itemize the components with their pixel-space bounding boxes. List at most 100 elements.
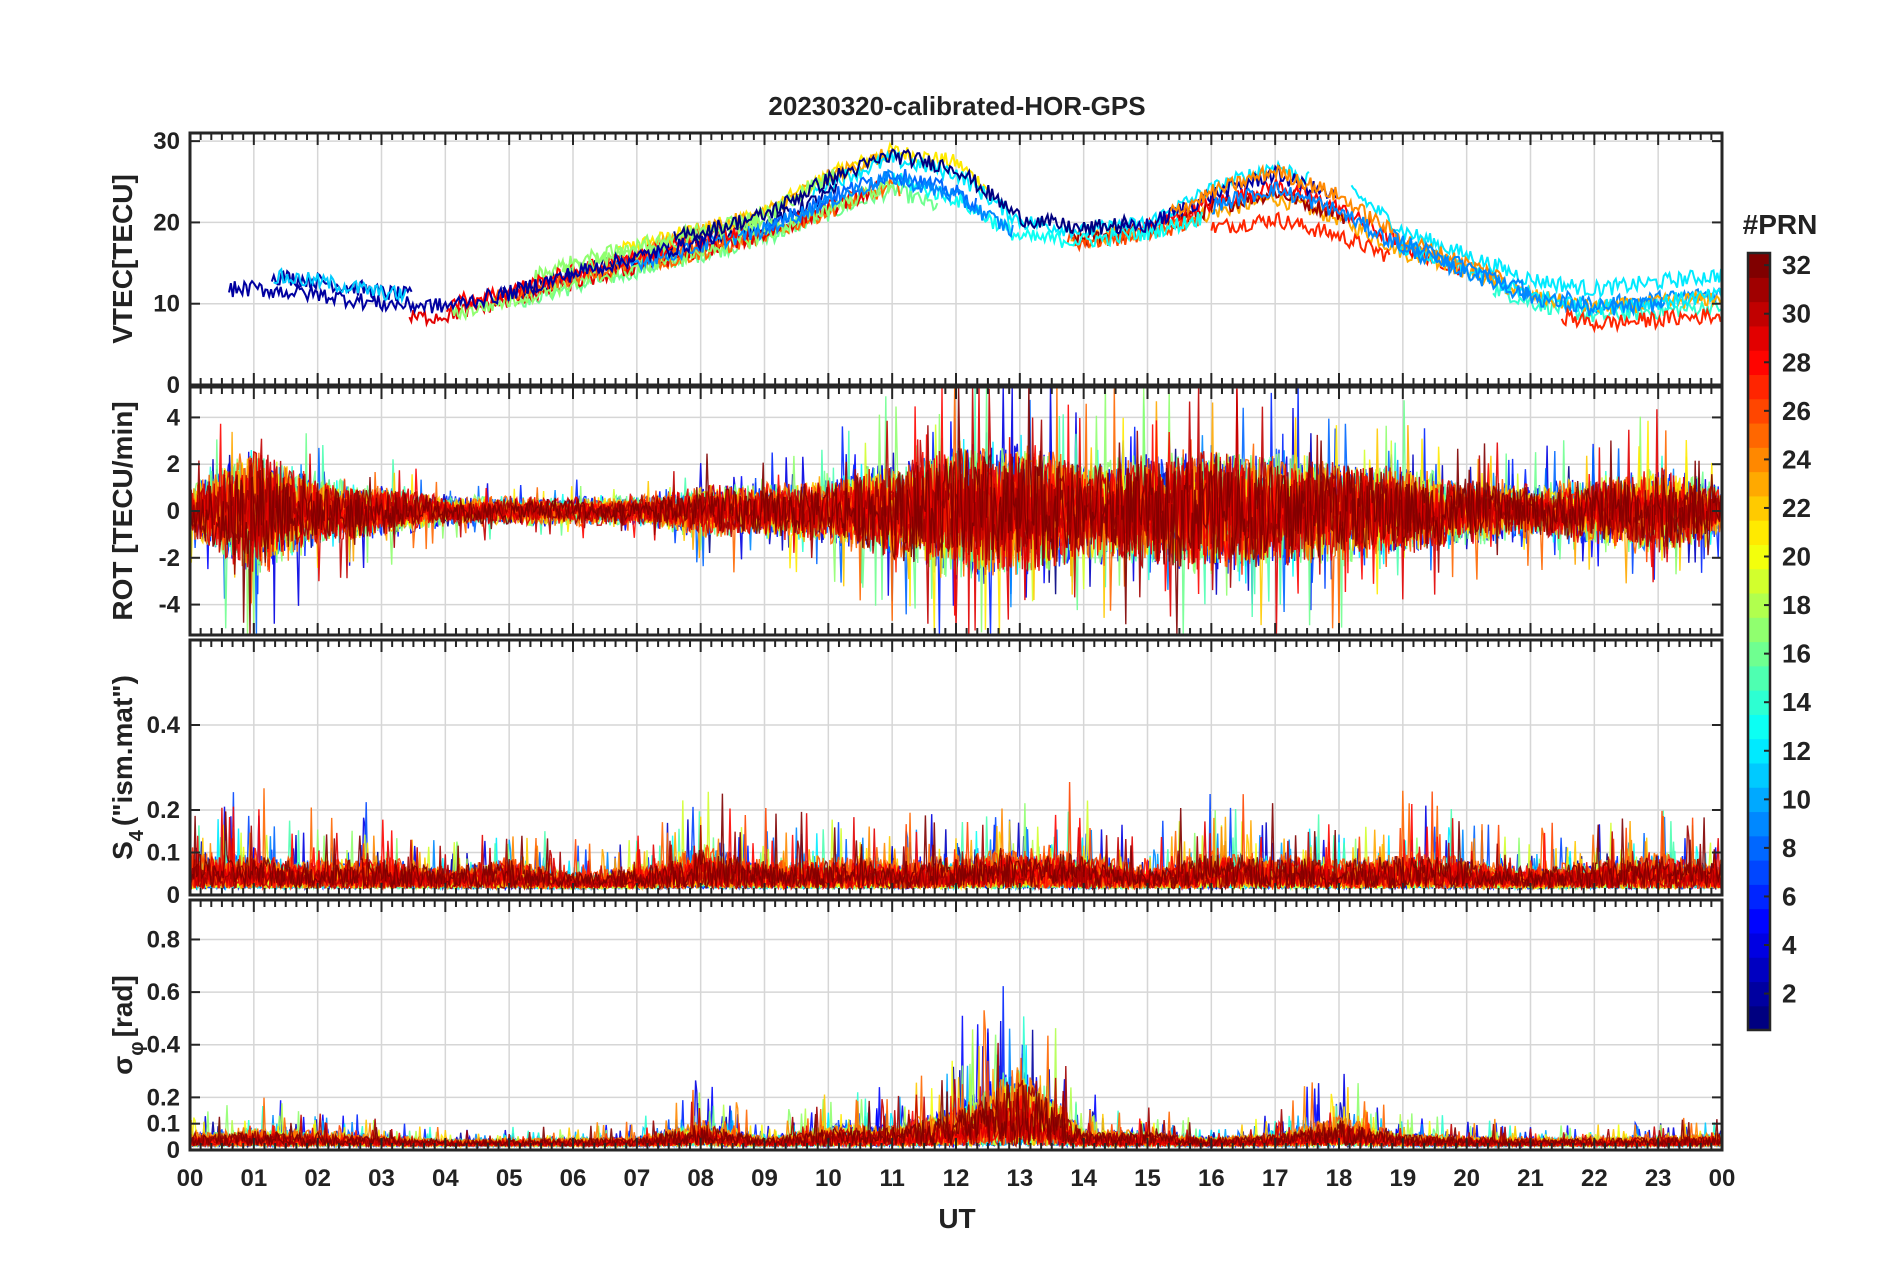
x-tick-label: 15 — [1134, 1165, 1161, 1192]
y-tick-label: 0 — [167, 882, 180, 909]
s4-y-axis-label: S4 ("ism.mat") — [107, 675, 148, 860]
colorbar-segment-prn-29 — [1748, 325, 1770, 351]
y-tick-label: 0.2 — [147, 1084, 180, 1111]
x-tick-label: 05 — [496, 1165, 523, 1192]
x-tick-label: 20 — [1453, 1165, 1480, 1192]
ylabel-rest: [rad] — [107, 975, 138, 1037]
colorbar-segment-prn-16 — [1748, 641, 1770, 667]
y-tick-label: 0.2 — [147, 797, 180, 824]
vtec-trace-prn — [273, 267, 407, 305]
x-tick-label: 09 — [751, 1165, 778, 1192]
colorbar-segment-prn-21 — [1748, 520, 1770, 545]
x-tick-label: 16 — [1198, 1165, 1225, 1192]
rot-trace-prn-32 — [190, 387, 1722, 635]
colorbar-segment-prn-4 — [1748, 932, 1770, 958]
vtec-trace-prn — [561, 200, 784, 277]
vtec-trace-prn — [615, 168, 1014, 273]
sigma_phi-y-axis-label: σφ [rad] — [107, 975, 148, 1075]
colorbar-segment-prn-24 — [1748, 447, 1770, 473]
colorbar-segment-prn-27 — [1748, 374, 1770, 400]
x-tick-label: 06 — [560, 1165, 587, 1192]
x-tick-label: 08 — [687, 1165, 714, 1192]
colorbar-tick-label: 28 — [1782, 347, 1811, 377]
colorbar-segment-prn-23 — [1748, 471, 1770, 497]
panel-rot: -4 -2 0 2 4 ROT [TECU/min] — [107, 385, 1724, 637]
x-tick-label: 14 — [1070, 1165, 1097, 1192]
colorbar-segment-prn-20 — [1748, 544, 1770, 570]
y-tick-label: 0.4 — [147, 1032, 181, 1059]
vtec-trace-prn — [228, 228, 719, 315]
vtec-trace-prn — [892, 172, 1203, 248]
vtec-trace-prn — [270, 269, 413, 302]
y-tick-label: 0.4 — [147, 712, 181, 739]
colorbar-segment-prn-22 — [1748, 495, 1770, 521]
colorbar-tick-label: 24 — [1782, 444, 1811, 474]
y-tick-label: 20 — [153, 209, 180, 236]
traces-rot — [190, 387, 1722, 635]
colorbar-tick-label: 14 — [1782, 687, 1811, 717]
colorbar-tick-label: 8 — [1782, 833, 1796, 863]
y-tick-label: 0 — [167, 1137, 180, 1164]
x-tick-label: 23 — [1645, 1165, 1672, 1192]
x-tick-label: 00 — [1709, 1165, 1736, 1192]
y-tick-label: 2 — [167, 451, 180, 478]
x-tick-label: 22 — [1581, 1165, 1608, 1192]
x-tick-label: 12 — [943, 1165, 970, 1192]
y-tick-label: 4 — [167, 404, 181, 431]
x-tick-label: 04 — [432, 1165, 459, 1192]
colorbar-segment-prn-10 — [1748, 787, 1770, 813]
x-tick-label: 10 — [815, 1165, 842, 1192]
vtec-trace-prn — [1210, 211, 1391, 262]
ylabel-sub: 4 — [126, 829, 148, 841]
y-tick-label: 10 — [153, 291, 180, 318]
colorbar-tick-label: 22 — [1782, 493, 1811, 523]
colorbar-tick-label: 18 — [1782, 590, 1811, 620]
y-tick-label: -2 — [159, 545, 180, 572]
x-tick-label: 19 — [1389, 1165, 1416, 1192]
y-tick-label: 0.8 — [147, 926, 180, 953]
colorbar-segment-prn-14 — [1748, 690, 1770, 715]
x-tick-label: 18 — [1326, 1165, 1353, 1192]
x-tick-label: 21 — [1517, 1165, 1544, 1192]
y-tick-label: 0.6 — [147, 979, 180, 1006]
vtec-trace-prn — [1211, 181, 1663, 317]
panel-s4: 0 0.1 0.2 0.4 S4 ("ism.mat") — [107, 638, 1724, 909]
vtec-trace-prn — [1350, 184, 1722, 299]
colorbar-segment-prn-5 — [1748, 908, 1770, 934]
colorbar-segment-prn-19 — [1748, 568, 1770, 594]
ylabel-sub: φ — [126, 1041, 148, 1055]
traces-vtec — [228, 141, 1722, 334]
ylabel-main: S — [107, 841, 138, 860]
x-tick-label: 00 — [177, 1165, 204, 1192]
colorbar-segment-prn-2 — [1748, 981, 1770, 1007]
colorbar-segment-prn-32 — [1748, 253, 1770, 278]
y-tick-label: 0.1 — [147, 1111, 180, 1138]
colorbar-segment-prn-13 — [1748, 714, 1770, 740]
x-tick-label: 11 — [879, 1165, 904, 1192]
panel-vtec: 0 10 20 30 VTEC[TECU] — [107, 128, 1724, 399]
colorbar-segment-prn-25 — [1748, 422, 1770, 448]
colorbar-tick-label: 16 — [1782, 639, 1811, 669]
y-tick-label: 0.1 — [147, 840, 180, 867]
x-tick-label: 13 — [1006, 1165, 1033, 1192]
y-tick-label: 0 — [167, 498, 180, 525]
colorbar-segment-prn-6 — [1748, 884, 1770, 910]
colorbar-tick-label: 6 — [1782, 881, 1796, 911]
chart-title: 20230320-calibrated-HOR-GPS — [768, 91, 1145, 121]
colorbar-segment-prn-1 — [1748, 1005, 1770, 1031]
vtec-trace-prn — [1560, 306, 1722, 334]
x-tick-label: 17 — [1262, 1165, 1289, 1192]
colorbar-segment-prn-7 — [1748, 860, 1770, 885]
x-tick-label: 01 — [240, 1165, 267, 1192]
colorbar-segment-prn-11 — [1748, 762, 1770, 788]
colorbar-segment-prn-8 — [1748, 835, 1770, 861]
y-tick-label: 0 — [167, 372, 180, 399]
vtec-trace-prn — [673, 148, 1131, 243]
colorbar-tick-label: 20 — [1782, 542, 1811, 572]
colorbar-frame — [1746, 251, 1772, 1032]
x-tick-label: 07 — [623, 1165, 650, 1192]
colorbar-segment-prn-12 — [1748, 738, 1770, 764]
x-tick-label: 03 — [368, 1165, 395, 1192]
